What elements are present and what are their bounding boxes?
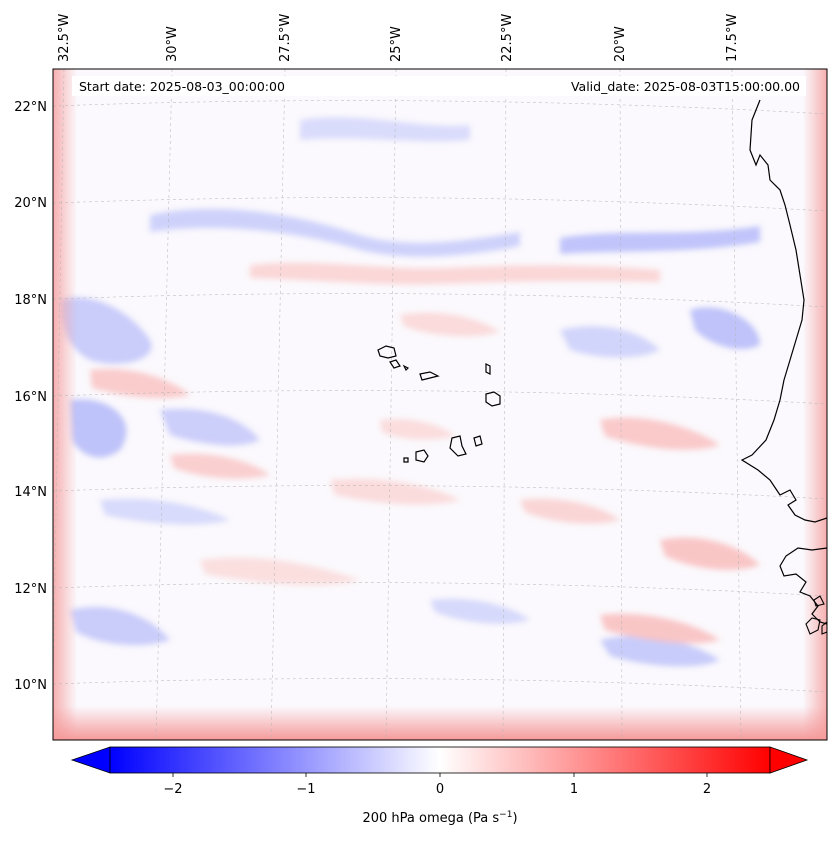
colorbar-title-main: 200 hPa omega (Pa s bbox=[362, 811, 499, 826]
omega-negative-area bbox=[430, 598, 530, 624]
meridian bbox=[155, 69, 173, 740]
parallel bbox=[53, 582, 827, 597]
map-frame bbox=[52, 68, 828, 741]
coastline-africa-south bbox=[779, 547, 827, 625]
longitude-label: 22.5°W bbox=[500, 14, 515, 62]
meridian bbox=[53, 69, 65, 701]
omega-positive-area bbox=[520, 498, 620, 524]
longitude-labels: 32.5°W 30°W 27.5°W 25°W 22.5°W 20°W 17.5… bbox=[57, 14, 740, 62]
colorbar-tick-label: 1 bbox=[570, 782, 578, 797]
omega-negative-area bbox=[150, 208, 520, 257]
colorbar-title-exponent: −1 bbox=[499, 810, 512, 820]
meridian bbox=[619, 69, 623, 740]
island bbox=[377, 345, 397, 359]
valid-date-label: Valid_date: 2025-08-03T15:00:00.00 bbox=[571, 79, 800, 94]
meridian bbox=[385, 69, 397, 740]
omega-positive-area bbox=[250, 262, 660, 285]
parallel bbox=[53, 293, 827, 308]
coastline-africa bbox=[740, 99, 827, 523]
meridian bbox=[731, 69, 742, 740]
parallel bbox=[53, 390, 827, 405]
colorbar-body bbox=[109, 746, 771, 774]
parallel bbox=[53, 197, 827, 212]
omega-boundary-bottom bbox=[53, 706, 827, 740]
longitude-label: 17.5°W bbox=[725, 14, 740, 62]
omega-positive-area bbox=[330, 478, 460, 505]
omega-positive-area bbox=[90, 368, 190, 399]
longitude-label: 30°W bbox=[165, 26, 180, 62]
island bbox=[403, 457, 409, 463]
island bbox=[485, 391, 501, 407]
latitude-label: 16°N bbox=[14, 390, 47, 405]
omega-positive-area bbox=[600, 613, 720, 644]
colorbar-extend-min bbox=[70, 746, 111, 774]
omega-negative-area bbox=[560, 326, 660, 358]
parallel bbox=[53, 678, 827, 693]
longitude-label: 27.5°W bbox=[278, 14, 293, 62]
island bbox=[449, 435, 467, 457]
island bbox=[473, 435, 483, 447]
cabo-verde-islands bbox=[377, 345, 501, 463]
meridian bbox=[502, 69, 507, 740]
header-strip bbox=[72, 76, 806, 96]
latitude-label: 14°N bbox=[14, 485, 47, 500]
omega-negative-area bbox=[100, 498, 230, 525]
colorbar-ticks bbox=[172, 773, 708, 777]
island bbox=[419, 371, 440, 381]
omega-negative-area bbox=[690, 307, 760, 350]
colorbar-tick-label: −2 bbox=[163, 782, 182, 797]
longitude-label: 25°W bbox=[389, 26, 404, 62]
omega-positive-area bbox=[400, 312, 500, 337]
latitude-labels: 22°N 20°N 18°N 16°N 14°N 12°N 10°N bbox=[14, 100, 47, 693]
start-date-label: Start date: 2025-08-03_00:00:00 bbox=[79, 79, 285, 94]
parallel bbox=[53, 100, 827, 115]
omega-negative-area bbox=[160, 408, 260, 446]
longitude-label: 32.5°W bbox=[57, 14, 72, 62]
colorbar-title: 200 hPa omega (Pa s−1) bbox=[362, 810, 517, 826]
omega-negative-area bbox=[60, 297, 152, 364]
island bbox=[485, 363, 491, 375]
omega-negative-area bbox=[300, 117, 470, 142]
colorbar-extend-max bbox=[769, 746, 809, 774]
latitude-label: 22°N bbox=[14, 100, 47, 115]
island bbox=[415, 449, 429, 463]
omega-positive-area bbox=[380, 418, 455, 440]
colorbar-title-close: ) bbox=[512, 811, 517, 826]
omega-positive-area bbox=[170, 453, 270, 479]
parallel bbox=[53, 485, 827, 500]
map-panel bbox=[53, 69, 827, 740]
island bbox=[402, 364, 410, 372]
colorbar-tick-label: 0 bbox=[436, 782, 444, 797]
island bbox=[389, 359, 401, 369]
omega-boundary-left bbox=[53, 69, 77, 740]
omega-field bbox=[60, 117, 760, 667]
latitude-label: 10°N bbox=[14, 678, 47, 693]
map-background bbox=[53, 69, 827, 740]
omega-negative-area bbox=[600, 636, 720, 667]
latitude-label: 12°N bbox=[14, 582, 47, 597]
meridian bbox=[270, 69, 286, 740]
omega-positive-area bbox=[200, 557, 360, 586]
omega-boundary-right bbox=[803, 69, 827, 740]
omega-negative-area bbox=[70, 399, 127, 458]
longitude-label: 20°W bbox=[613, 26, 628, 62]
colorbar: −2 −1 0 1 2 200 hPa omega (Pa s−1) bbox=[70, 746, 809, 826]
omega-negative-area bbox=[560, 226, 760, 254]
colorbar-tick-label: −1 bbox=[296, 782, 315, 797]
latitude-label: 20°N bbox=[14, 196, 47, 211]
omega-positive-area bbox=[660, 537, 760, 570]
omega-negative-area bbox=[70, 606, 170, 646]
graticule bbox=[53, 69, 827, 740]
latitude-label: 18°N bbox=[14, 293, 47, 308]
omega-positive-area bbox=[600, 417, 720, 450]
colorbar-tick-label: 2 bbox=[703, 782, 711, 797]
coastline-bissagos bbox=[805, 595, 827, 635]
